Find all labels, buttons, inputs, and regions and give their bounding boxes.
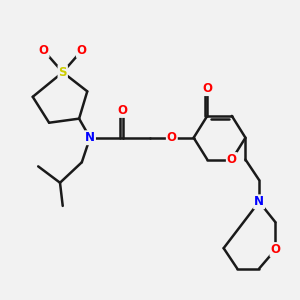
Text: O: O (39, 44, 49, 57)
Text: O: O (77, 44, 87, 57)
Text: N: N (85, 131, 95, 144)
Text: N: N (254, 195, 264, 208)
Text: O: O (167, 131, 177, 144)
Text: O: O (227, 153, 237, 166)
Text: O: O (202, 82, 212, 95)
Text: O: O (271, 243, 281, 256)
Text: O: O (118, 104, 128, 117)
Text: S: S (58, 66, 67, 79)
